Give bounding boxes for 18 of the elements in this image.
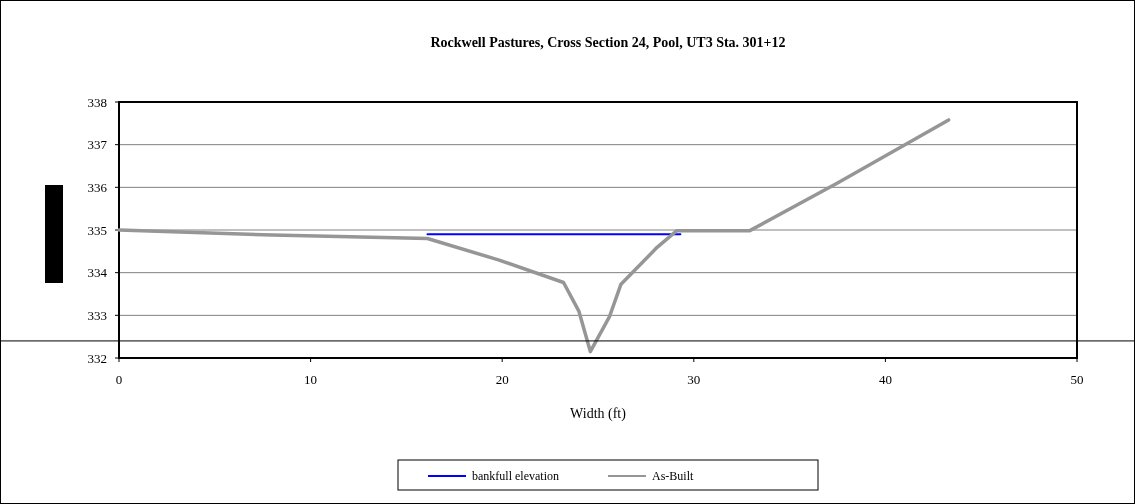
x-tick-label: 20 <box>495 372 509 387</box>
y-tick-label: 332 <box>87 350 107 366</box>
legend-label: As-Built <box>652 469 694 484</box>
chart-title: Rockwell Pastures, Cross Section 24, Pool, UT3 Sta. 301+12 <box>430 35 786 50</box>
x-tick-label: 40 <box>878 372 892 387</box>
x-axis-title: Width (ft) <box>570 406 627 422</box>
x-tick-label: 10 <box>304 372 318 387</box>
legend-label: bankfull elevation <box>472 469 559 484</box>
y-tick-label: 338 <box>87 94 107 110</box>
x-tick-label: 50 <box>1070 372 1084 387</box>
y-tick-label: 337 <box>87 137 108 153</box>
y-tick-label: 335 <box>87 222 107 238</box>
line-series <box>117 118 951 354</box>
y-tick-label: 336 <box>87 179 108 195</box>
x-tick-label: 30 <box>687 372 701 387</box>
x-tick-label: 0 <box>115 372 123 387</box>
y-tick-label: 334 <box>87 265 108 281</box>
y-tick-label: 333 <box>87 307 107 323</box>
